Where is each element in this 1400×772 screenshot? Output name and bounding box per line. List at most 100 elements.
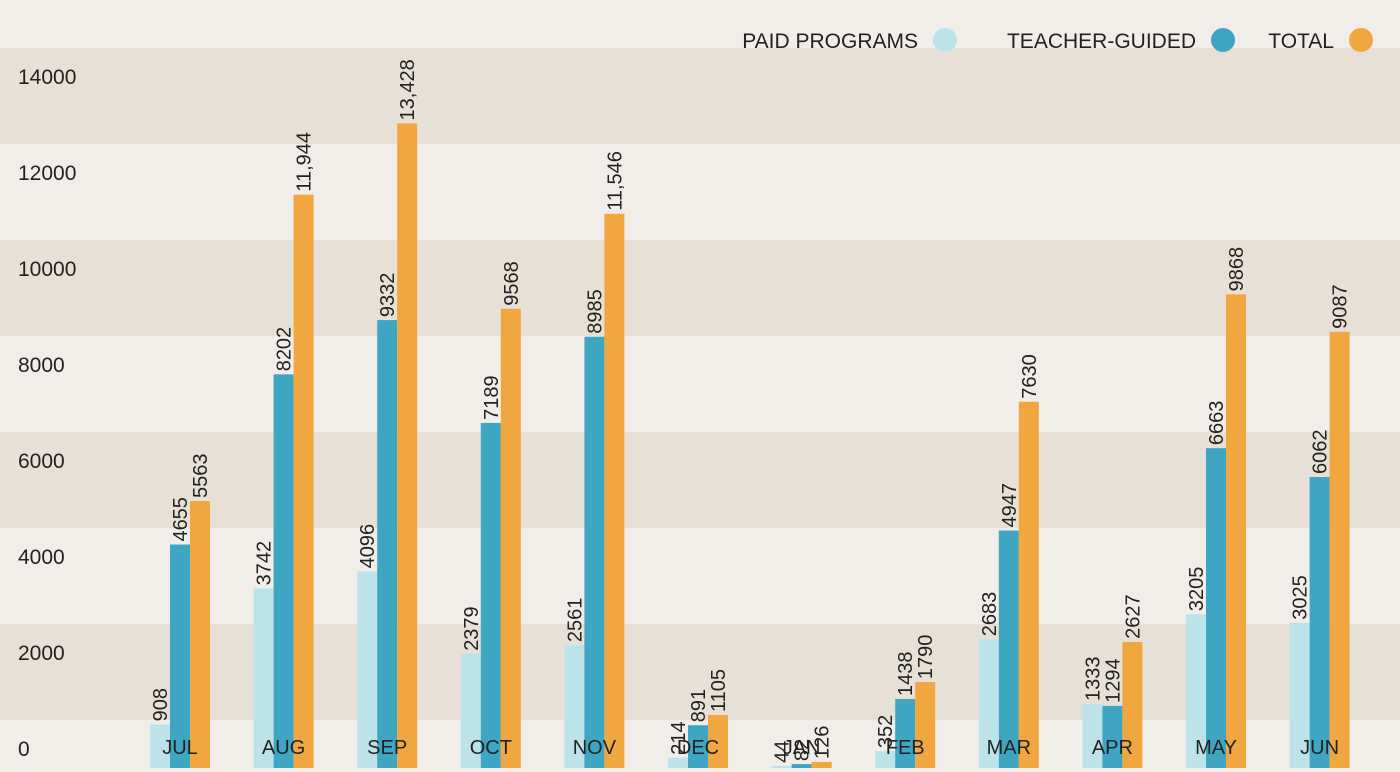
legend-label: PAID PROGRAMS [742, 30, 918, 53]
bar [1102, 705, 1123, 768]
bar [668, 757, 688, 768]
bar-value-label: 3742 [254, 541, 276, 586]
bar [811, 761, 832, 768]
bar-value-label: 6062 [1310, 430, 1332, 475]
background-band [0, 624, 1400, 720]
bar [170, 544, 190, 768]
bar-value-label: 9332 [377, 273, 399, 318]
bar-value-label: 908 [150, 688, 172, 721]
x-tick-label: APR [1092, 737, 1133, 759]
bar-value-label: 5563 [190, 453, 212, 498]
bar-value-label: 4947 [999, 483, 1021, 528]
bar [708, 714, 728, 768]
bar-value-label: 3025 [1290, 575, 1312, 620]
bar [397, 123, 418, 769]
bar [357, 571, 378, 768]
x-tick-label: AUG [262, 737, 305, 759]
bar-value-label: 9087 [1330, 284, 1352, 329]
bar-value-label: 2683 [979, 592, 1001, 637]
x-tick-label: MAR [987, 737, 1031, 759]
bar-value-label: 9568 [501, 261, 523, 306]
x-tick-label: JUN [1300, 737, 1339, 759]
legend-label: TEACHER-GUIDED [1007, 30, 1196, 53]
bar [1226, 294, 1246, 768]
bar-value-label: 1333 [1082, 657, 1104, 702]
bar-value-label: 1105 [708, 669, 730, 712]
background-band [0, 240, 1400, 336]
bar [998, 530, 1019, 768]
y-tick-label: 0 [18, 738, 30, 761]
x-tick-label: SEP [367, 737, 407, 759]
bar-value-label: 3205 [1186, 567, 1208, 612]
bar [460, 653, 481, 768]
bar [1018, 401, 1039, 768]
bar-value-label: 1790 [915, 635, 937, 680]
bar-value-label: 2379 [461, 606, 483, 651]
bar [273, 374, 294, 768]
y-tick-label: 6000 [18, 450, 65, 473]
bar-value-label: 2561 [564, 598, 586, 643]
bar [978, 639, 999, 768]
bar-value-label: 8202 [274, 327, 296, 372]
x-tick-label: DEC [677, 737, 719, 759]
bar [564, 645, 585, 768]
bar-value-label: 1294 [1102, 658, 1124, 703]
legend-swatch [1211, 28, 1235, 52]
background-band [0, 432, 1400, 528]
bar [771, 765, 792, 768]
bar-value-label: 7630 [1019, 354, 1041, 399]
bar-value-label: 8985 [584, 289, 606, 334]
bar [584, 336, 605, 768]
bar-value-label: 2627 [1122, 594, 1144, 639]
y-tick-label: 10000 [18, 258, 76, 281]
bar [293, 194, 314, 769]
bar [688, 725, 708, 768]
bar-value-label: 6663 [1206, 401, 1228, 446]
x-tick-label: JUL [162, 737, 198, 759]
bar [1289, 622, 1310, 768]
bar [190, 500, 210, 768]
legend: PAID PROGRAMS TEACHER-GUIDED TOTAL [742, 28, 1373, 53]
bar-value-label: 4655 [170, 497, 192, 542]
bar [1082, 704, 1103, 768]
bar [895, 698, 916, 768]
x-tick-label: OCT [470, 737, 512, 759]
bar-value-label: 11,944 [294, 132, 316, 192]
background-band [0, 528, 1400, 624]
bar-value-label: 11,546 [604, 151, 626, 211]
bar [253, 588, 274, 768]
bar [1329, 331, 1350, 768]
bar-value-label: 9868 [1226, 247, 1248, 292]
bars [150, 123, 1350, 769]
background-band [0, 0, 1400, 48]
bar-value-label: 4096 [357, 524, 379, 569]
bar [480, 422, 501, 768]
bar-value-label: 214 [668, 721, 690, 754]
bar [1186, 614, 1206, 768]
bar [875, 751, 896, 768]
x-tick-label: JAN [783, 737, 821, 759]
y-tick-label: 4000 [18, 546, 65, 569]
bar-value-label: 13,428 [397, 59, 419, 120]
x-tick-label: MAY [1195, 737, 1237, 759]
background-band [0, 336, 1400, 432]
x-tick-label: FEB [886, 737, 925, 759]
bar [1309, 477, 1330, 768]
bar-value-label: 126 [812, 726, 834, 759]
y-axis: 0 2000 4000 6000 8000 10000 12000 14000 [18, 66, 76, 761]
bar [604, 213, 625, 769]
bar [150, 724, 170, 768]
legend-swatch [933, 28, 957, 52]
legend-swatch [1349, 28, 1373, 52]
bar-value-label: 7189 [481, 375, 503, 420]
background-band [0, 144, 1400, 240]
bar-value-label: 82 [792, 739, 814, 761]
y-tick-label: 12000 [18, 162, 76, 185]
bar [791, 764, 812, 768]
bar [500, 308, 521, 768]
bar-value-label: 1438 [895, 651, 917, 696]
bar [1122, 641, 1143, 768]
